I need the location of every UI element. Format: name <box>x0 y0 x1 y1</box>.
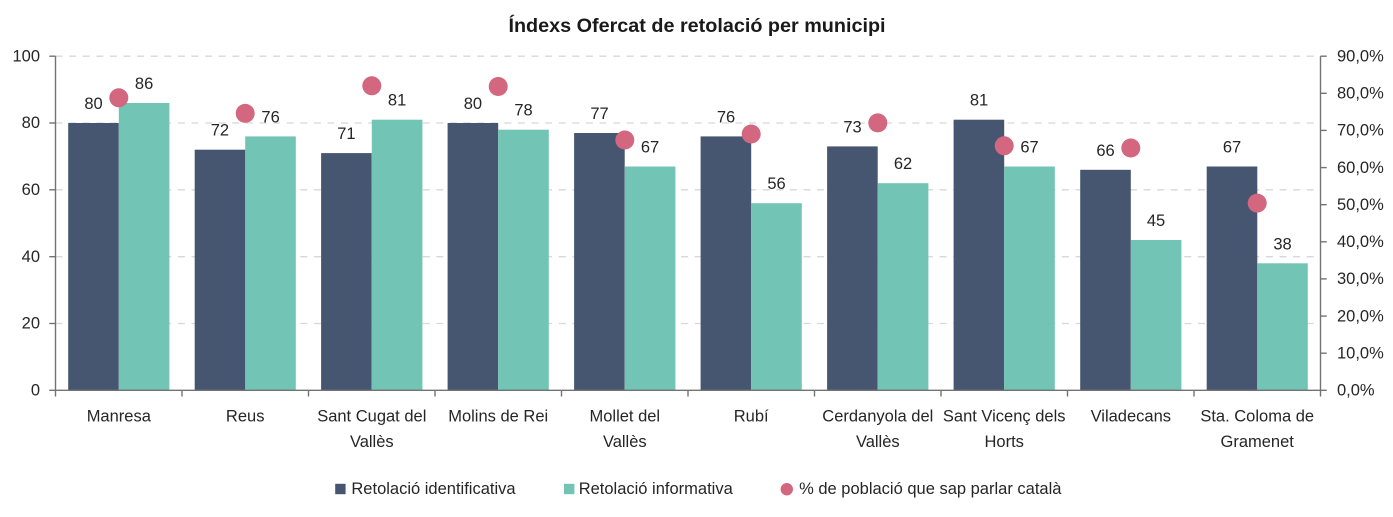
svg-text:Sant Cugat del: Sant Cugat del <box>317 408 426 426</box>
svg-text:73: 73 <box>843 118 861 136</box>
svg-text:72: 72 <box>211 122 229 140</box>
svg-text:Viladecans: Viladecans <box>1091 408 1171 426</box>
svg-text:40,0%: 40,0% <box>1337 233 1384 251</box>
svg-text:80: 80 <box>464 95 482 113</box>
svg-text:Retolació informativa: Retolació informativa <box>579 480 734 498</box>
svg-text:Gramenet: Gramenet <box>1221 433 1295 451</box>
svg-text:86: 86 <box>135 75 153 93</box>
svg-text:50,0%: 50,0% <box>1337 196 1384 214</box>
svg-text:Índexs Ofercat de retolació pe: Índexs Ofercat de retolació per municipi <box>508 14 885 37</box>
svg-text:Sta. Coloma de: Sta. Coloma de <box>1200 408 1314 426</box>
svg-text:70,0%: 70,0% <box>1337 122 1384 140</box>
svg-text:71: 71 <box>337 125 355 143</box>
svg-text:60,0%: 60,0% <box>1337 159 1384 177</box>
svg-text:76: 76 <box>717 108 735 126</box>
svg-text:80: 80 <box>84 95 102 113</box>
svg-text:Rubí: Rubí <box>734 408 769 426</box>
svg-text:40: 40 <box>22 248 40 266</box>
svg-text:81: 81 <box>970 92 988 110</box>
svg-text:60: 60 <box>22 181 40 199</box>
svg-text:100: 100 <box>12 47 40 65</box>
svg-text:81: 81 <box>388 92 406 110</box>
svg-text:Manresa: Manresa <box>87 408 152 426</box>
svg-text:0: 0 <box>31 382 40 400</box>
svg-text:66: 66 <box>1096 142 1114 160</box>
svg-text:Horts: Horts <box>984 433 1023 451</box>
svg-text:67: 67 <box>641 139 659 157</box>
svg-text:90,0%: 90,0% <box>1337 47 1384 65</box>
svg-text:38: 38 <box>1273 235 1291 253</box>
svg-text:56: 56 <box>767 175 785 193</box>
svg-text:Vallès: Vallès <box>350 433 394 451</box>
svg-text:80,0%: 80,0% <box>1337 85 1384 103</box>
svg-text:0,0%: 0,0% <box>1337 382 1375 400</box>
svg-text:67: 67 <box>1020 139 1038 157</box>
svg-text:20: 20 <box>22 315 40 333</box>
svg-text:Cerdanyola del: Cerdanyola del <box>822 408 933 426</box>
svg-text:Molins de Rei: Molins de Rei <box>448 408 548 426</box>
svg-text:78: 78 <box>514 102 532 120</box>
svg-text:67: 67 <box>1223 139 1241 157</box>
svg-text:62: 62 <box>894 155 912 173</box>
svg-text:30,0%: 30,0% <box>1337 270 1384 288</box>
svg-text:45: 45 <box>1147 212 1165 230</box>
svg-text:Retolació identificativa: Retolació identificativa <box>351 480 516 498</box>
svg-text:Reus: Reus <box>226 408 265 426</box>
svg-text:Vallès: Vallès <box>856 433 900 451</box>
svg-text:77: 77 <box>590 105 608 123</box>
svg-text:% de població que sap parlar c: % de població que sap parlar català <box>799 480 1062 498</box>
svg-text:Mollet del: Mollet del <box>589 408 660 426</box>
svg-text:10,0%: 10,0% <box>1337 344 1384 362</box>
svg-text:Vallès: Vallès <box>603 433 647 451</box>
svg-text:80: 80 <box>22 114 40 132</box>
svg-text:20,0%: 20,0% <box>1337 307 1384 325</box>
svg-text:Sant Vicenç dels: Sant Vicenç dels <box>943 408 1066 426</box>
svg-text:76: 76 <box>261 108 279 126</box>
